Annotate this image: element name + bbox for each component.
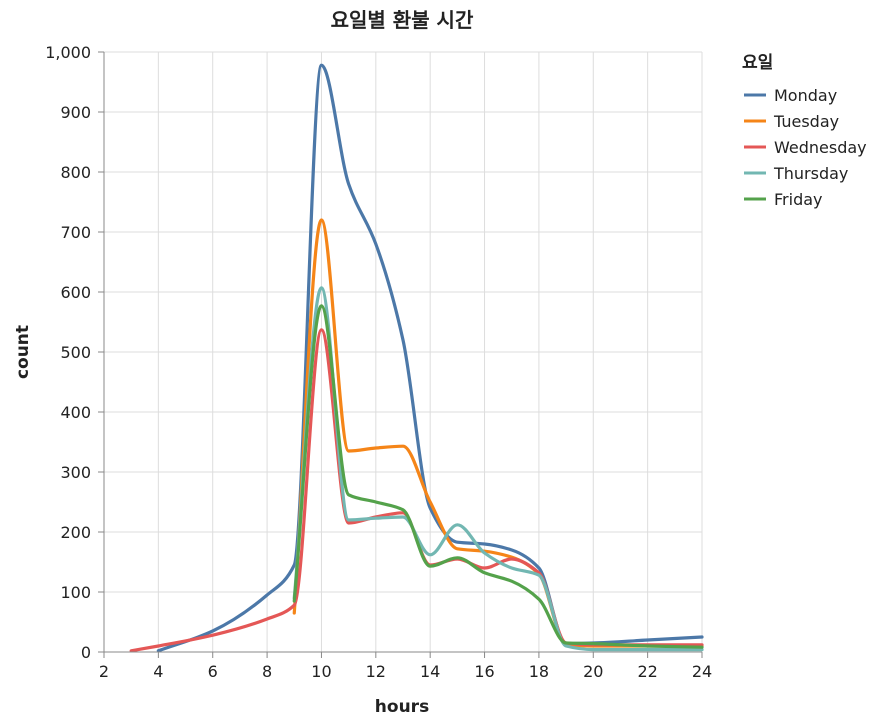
x-tick-label: 8 <box>262 662 272 681</box>
y-tick-label: 300 <box>60 463 91 482</box>
y-tick-label: 200 <box>60 523 91 542</box>
legend: 요일 Monday Tuesday Wednesday Thursday Friday <box>742 53 867 209</box>
y-tick-label: 0 <box>81 643 91 662</box>
series-line-wednesday <box>131 330 702 651</box>
legend-title: 요일 <box>742 53 773 73</box>
legend-label-wednesday: Wednesday <box>774 138 867 157</box>
legend-label-friday: Friday <box>774 190 823 209</box>
x-tick-label: 6 <box>208 662 218 681</box>
legend-label-thursday: Thursday <box>773 164 848 183</box>
x-tick-label: 2 <box>99 662 109 681</box>
x-tick-label: 14 <box>420 662 440 681</box>
y-tick-label: 900 <box>60 103 91 122</box>
legend-label-tuesday: Tuesday <box>773 112 839 131</box>
legend-label-monday: Monday <box>774 86 837 105</box>
x-tick-label: 20 <box>583 662 603 681</box>
chart-title: 요일별 환불 시간 <box>331 8 474 32</box>
x-tick-label: 10 <box>311 662 331 681</box>
y-tick-label: 700 <box>60 223 91 242</box>
y-tick-label: 1,000 <box>45 43 91 62</box>
series-line-thursday <box>294 288 702 650</box>
series-line-tuesday <box>294 220 702 646</box>
y-tick-label: 400 <box>60 403 91 422</box>
x-tick-label: 16 <box>474 662 494 681</box>
x-tick-label: 18 <box>529 662 549 681</box>
y-tick-label: 600 <box>60 283 91 302</box>
y-axis-title: count <box>13 325 33 379</box>
x-tick-label: 4 <box>153 662 163 681</box>
x-tick-label: 12 <box>366 662 386 681</box>
x-tick-label: 24 <box>692 662 712 681</box>
axes: 2 4 6 8 10 12 14 16 18 20 22 2401002003004005006007… <box>45 43 712 681</box>
series-group <box>131 65 702 651</box>
y-tick-label: 100 <box>60 583 91 602</box>
x-tick-label: 22 <box>637 662 657 681</box>
series-line-friday <box>294 306 702 647</box>
y-tick-label: 800 <box>60 163 91 182</box>
y-tick-label: 500 <box>60 343 91 362</box>
grid <box>104 52 702 652</box>
x-axis-title: hours <box>375 697 429 717</box>
